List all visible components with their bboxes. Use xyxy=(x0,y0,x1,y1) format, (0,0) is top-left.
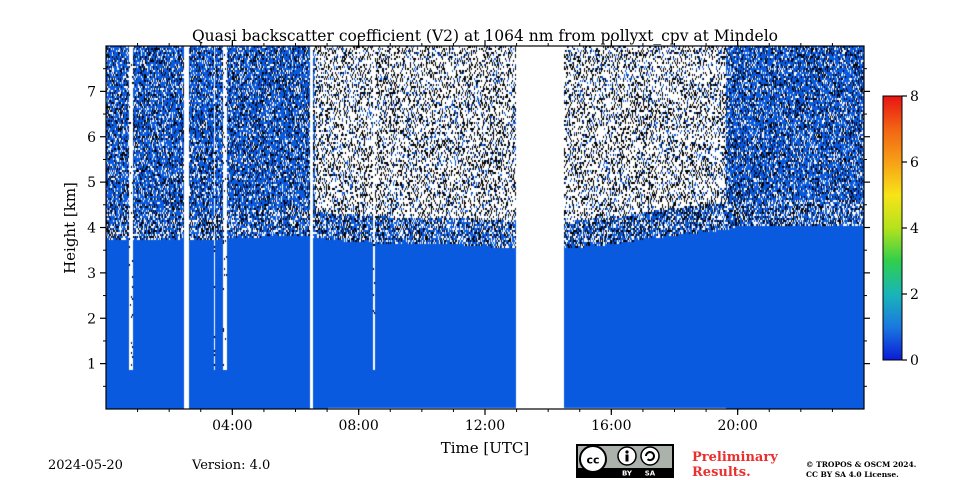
copyright-note: © TROPOS & OSCM 2024. CC BY SA 4.0 Licen… xyxy=(806,460,916,480)
x-axis-label: Time [UTC] xyxy=(441,439,530,457)
axes: 04:00 08:00 12:00 16:00 20:00 1 2 3 4 5 6 7 xyxy=(87,40,870,434)
colorbar-tick-label: 8 xyxy=(910,89,919,105)
y-tick-label: 5 xyxy=(87,175,96,191)
y-tick-label: 3 xyxy=(87,266,96,282)
preliminary-line-2: Results. xyxy=(692,465,751,480)
x-tick-label: 04:00 xyxy=(212,418,252,434)
x-tick-label: 12:00 xyxy=(465,418,505,434)
heatmap-image xyxy=(106,46,864,409)
colorbar-gradient xyxy=(882,95,903,361)
plot-area xyxy=(106,46,864,409)
colorbar-tick-label: 4 xyxy=(910,221,919,237)
y-tick-label: 6 xyxy=(87,130,96,146)
y-tick-label: 4 xyxy=(87,221,96,237)
cc-license-badge: cc BY SA xyxy=(576,444,674,478)
colorbar-tick-label: 2 xyxy=(910,287,919,303)
cc-icon xyxy=(579,445,607,473)
copyright-line-1: © TROPOS & OSCM 2024. xyxy=(806,460,917,469)
x-tick-label: 20:00 xyxy=(717,418,757,434)
x-tick-label: 16:00 xyxy=(591,418,631,434)
share-alike-icon xyxy=(640,446,660,466)
date-label: 2024-05-20 xyxy=(48,458,123,473)
chart-title: Quasi backscatter coefficient (V2) at 10… xyxy=(192,27,778,45)
preliminary-note: Preliminary Results. xyxy=(692,450,778,480)
version-label: Version: 4.0 xyxy=(192,458,271,473)
y-tick-label: 7 xyxy=(87,84,96,100)
colorbar-tick-label: 6 xyxy=(910,155,919,171)
svg-text:cc: cc xyxy=(586,454,599,467)
svg-text:BY: BY xyxy=(622,470,633,478)
y-tick-label: 2 xyxy=(87,311,96,327)
colorbar: 0 2 4 6 8 xyxy=(882,89,919,369)
colorbar-tick-label: 0 xyxy=(910,353,919,369)
x-tick-label: 08:00 xyxy=(338,418,378,434)
y-axis-label: Height [km] xyxy=(61,182,79,274)
y-tick-label: 1 xyxy=(87,357,96,373)
preliminary-line-1: Preliminary xyxy=(692,450,778,465)
svg-text:SA: SA xyxy=(645,470,656,478)
copyright-line-2: CC BY SA 4.0 License. xyxy=(806,470,899,479)
